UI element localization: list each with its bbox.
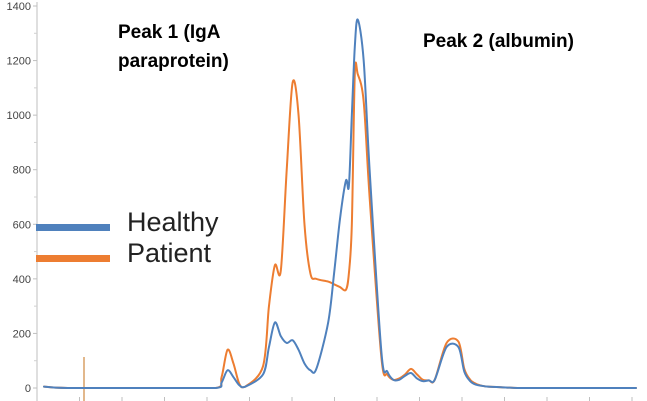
y-tick-label: 1400 bbox=[7, 1, 31, 13]
peak-1-annotation-line-1: Peak 1 (IgA bbox=[118, 22, 221, 43]
y-tick-label: 0 bbox=[25, 383, 31, 395]
y-tick-label: 600 bbox=[13, 219, 31, 231]
chart-legend: Healthy Patient bbox=[36, 207, 256, 269]
series-line-healthy bbox=[43, 18, 637, 390]
y-tick-label: 800 bbox=[13, 165, 31, 177]
legend-swatch-healthy bbox=[36, 224, 110, 231]
peak-1-annotation-line-2: paraprotein) bbox=[118, 51, 229, 72]
y-tick-label: 1000 bbox=[7, 110, 31, 122]
peak-1-annotation: Peak 1 (IgA paraprotein) bbox=[118, 18, 229, 76]
legend-item-healthy: Healthy bbox=[36, 207, 256, 238]
peak-2-annotation: Peak 2 (albumin) bbox=[423, 31, 574, 52]
legend-label-patient: Patient bbox=[127, 238, 212, 268]
y-tick-label: 400 bbox=[13, 274, 31, 286]
y-tick-label: 200 bbox=[13, 328, 31, 340]
legend-item-patient: Patient bbox=[36, 238, 256, 269]
legend-swatch-patient bbox=[36, 255, 110, 262]
legend-label-healthy: Healthy bbox=[127, 207, 219, 237]
y-tick-label: 1200 bbox=[7, 56, 31, 68]
